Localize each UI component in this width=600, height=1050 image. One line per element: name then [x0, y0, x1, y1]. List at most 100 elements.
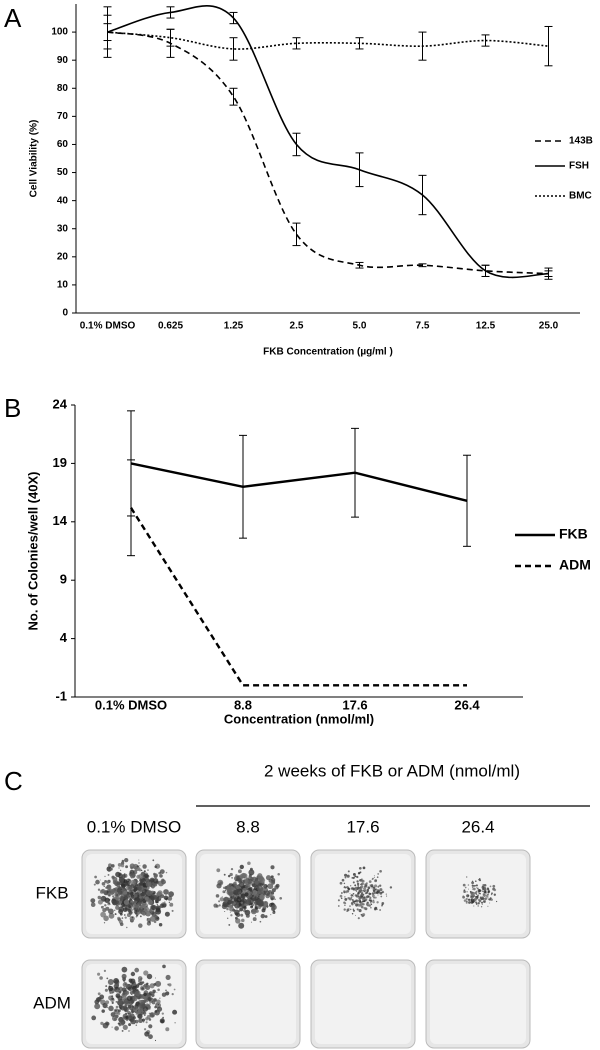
colony: [369, 895, 371, 897]
colony: [124, 983, 127, 986]
legend-label: FKB: [559, 526, 588, 542]
colony: [250, 905, 254, 909]
colony: [241, 873, 248, 879]
colony: [356, 880, 359, 883]
colony: [475, 891, 478, 894]
colony: [373, 875, 375, 877]
colony: [254, 880, 259, 885]
colony: [245, 887, 249, 890]
colony: [465, 897, 468, 901]
colony: [361, 897, 364, 901]
colony: [132, 996, 138, 1002]
colony: [115, 896, 119, 901]
colony: [279, 896, 283, 900]
colony: [99, 976, 103, 980]
colony: [245, 910, 248, 913]
colony: [105, 985, 108, 988]
colony: [130, 884, 135, 889]
colony: [356, 908, 359, 911]
colony: [154, 1005, 157, 1009]
colony: [259, 920, 262, 923]
colony: [151, 1000, 156, 1005]
x-axis-title: FKB Concentration (µg/ml ): [263, 347, 393, 358]
colony: [165, 974, 171, 980]
error-bar: [351, 427, 359, 518]
colony: [118, 892, 120, 894]
colony: [102, 1002, 108, 1009]
colony: [355, 899, 359, 903]
colony: [471, 881, 475, 885]
colony: [249, 867, 253, 871]
colony: [115, 1001, 118, 1003]
colony: [110, 1012, 116, 1017]
colony: [122, 907, 128, 913]
colony: [495, 900, 498, 903]
colony: [123, 890, 128, 895]
colony: [147, 869, 149, 871]
column-label: 8.8: [236, 817, 260, 836]
x-tick-label: 5.0: [353, 321, 367, 332]
colony: [106, 866, 112, 872]
colony: [147, 899, 153, 906]
colony: [116, 894, 119, 897]
colony: [114, 1026, 119, 1031]
colony: [149, 1003, 151, 1005]
colony: [357, 886, 360, 889]
colony: [118, 986, 123, 991]
colony: [354, 900, 357, 903]
colony: [169, 902, 174, 907]
colony: [239, 864, 244, 870]
colony: [359, 909, 361, 911]
colony: [270, 865, 275, 870]
error-bar: [292, 132, 301, 157]
colony: [462, 895, 465, 898]
colony: [478, 890, 481, 893]
colony: [366, 901, 369, 904]
colony: [109, 867, 113, 871]
colony: [239, 894, 241, 895]
colony: [480, 901, 484, 904]
colony: [119, 922, 124, 927]
colony: [141, 1018, 146, 1022]
y-tick-label: 19: [53, 455, 67, 470]
error-bar: [239, 434, 247, 539]
colony: [369, 899, 371, 901]
x-tick-label: 26.4: [454, 697, 480, 712]
colony: [379, 909, 381, 911]
colony-photo: [310, 849, 416, 939]
colony: [235, 916, 238, 920]
y-tick-label: 24: [53, 396, 68, 411]
colony: [213, 903, 218, 908]
colony: [235, 874, 238, 877]
colony: [250, 908, 257, 915]
colony: [360, 885, 364, 889]
colony: [224, 911, 226, 912]
colony: [119, 912, 123, 916]
error-bar: [418, 31, 427, 61]
colony: [231, 876, 234, 879]
colony: [477, 878, 480, 881]
colony: [137, 1007, 143, 1013]
colony: [95, 997, 101, 1002]
error-bar: [229, 11, 238, 25]
colony-photo: [195, 849, 301, 939]
colony: [229, 872, 233, 877]
colony: [472, 887, 476, 891]
colony: [156, 1003, 158, 1005]
colony: [117, 1022, 121, 1025]
colony: [353, 877, 355, 879]
colony: [352, 892, 355, 895]
series-line: [129, 507, 467, 687]
colony: [135, 1014, 137, 1016]
colony: [361, 901, 363, 903]
colony: [225, 889, 227, 892]
colony: [113, 909, 116, 912]
colony: [126, 926, 128, 929]
error-bar: [355, 37, 364, 50]
colony: [143, 1014, 146, 1017]
colony: [370, 906, 372, 909]
colony: [473, 892, 476, 895]
colony: [113, 978, 119, 984]
colony: [171, 992, 174, 996]
colony: [114, 1009, 117, 1012]
